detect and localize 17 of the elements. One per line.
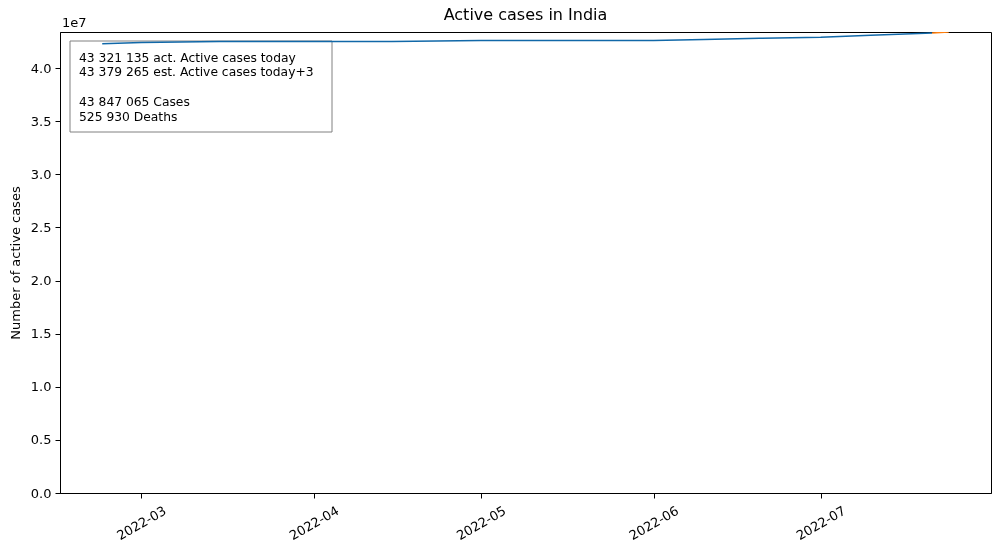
y-tick-label: 3.0 xyxy=(30,166,52,182)
chart-title: Active cases in India xyxy=(443,5,608,24)
annotation: 525 930 Deaths xyxy=(79,109,178,124)
y-tick-label: 1.5 xyxy=(30,326,52,342)
annotation: 43 379 265 est. Active cases today+3 xyxy=(79,65,314,80)
y-tick-label: 1.0 xyxy=(30,379,52,395)
line-series xyxy=(101,32,933,45)
annotation: 43 321 135 act. Active cases today xyxy=(79,50,296,65)
text: 1e7 xyxy=(62,15,87,30)
y-tick-label: 0.5 xyxy=(30,432,52,448)
y-tick-label: 4.0 xyxy=(30,60,52,76)
y-tick-label: 0.0 xyxy=(30,485,52,501)
annotation: 43 847 065 Cases xyxy=(79,94,190,109)
y-axis-title: Number of active cases xyxy=(7,186,23,340)
y-tick-label: 2.0 xyxy=(30,273,52,289)
y-tick-label: 3.5 xyxy=(30,113,52,129)
y-tick-label: 2.5 xyxy=(30,219,52,235)
